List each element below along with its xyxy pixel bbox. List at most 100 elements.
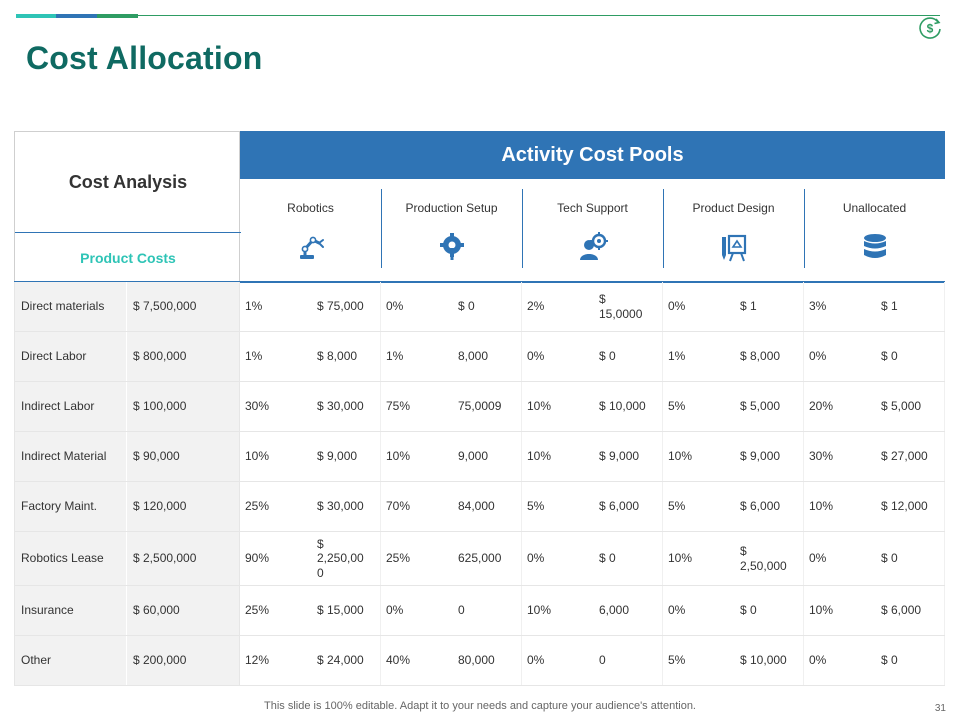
tech-support-percent: 10% — [527, 449, 552, 464]
pool-label: Robotics — [287, 201, 334, 215]
production-setup-percent: 0% — [386, 603, 404, 618]
row-total: $ 200,000 — [127, 636, 240, 685]
tech-support-percent: 5% — [527, 499, 545, 514]
product-design-amount: $ 8,000 — [734, 332, 804, 381]
robotics-amount: $ 75,000 — [311, 282, 381, 331]
unallocated-percent: 0% — [809, 653, 827, 668]
production-setup-amount: 9,000 — [452, 432, 522, 481]
gear-setup-icon — [439, 233, 464, 260]
product-design-percent: 10% — [668, 551, 693, 566]
tech-support-percent: 10% — [527, 399, 552, 414]
table-row: Factory Maint. $ 120,000 25% $ 30,000 70… — [14, 482, 945, 532]
production-setup-amount: 80,000 — [452, 636, 522, 685]
tech-support-amount: $ 9,000 — [593, 432, 663, 481]
tech-support-amount: $ 15,0000 — [593, 282, 663, 331]
product-design-amount: $ 0 — [734, 586, 804, 635]
tech-support-percent: 10% — [527, 603, 552, 618]
production-setup-percent: 75% — [386, 399, 411, 414]
unallocated-percent: 0% — [809, 551, 827, 566]
production-setup-amount: 8,000 — [452, 332, 522, 381]
pool-header-production-setup: Production Setup — [381, 179, 522, 282]
page-number: 31 — [934, 703, 946, 714]
pool-header-robotics: Robotics — [240, 179, 381, 282]
product-design-percent: 5% — [668, 653, 686, 668]
row-total: $ 60,000 — [127, 586, 240, 635]
production-setup-percent: 0% — [386, 299, 404, 314]
unallocated-amount: $ 6,000 — [875, 586, 945, 635]
row-label: Factory Maint. — [14, 482, 127, 531]
table-row: Indirect Material $ 90,000 10% $ 9,000 1… — [14, 432, 945, 482]
unallocated-percent: 20% — [809, 399, 834, 414]
unallocated-percent: 3% — [809, 299, 827, 314]
robotics-percent: 90% — [245, 551, 270, 566]
unallocated-percent: 30% — [809, 449, 834, 464]
product-design-percent: 5% — [668, 399, 686, 414]
unallocated-amount: $ 1 — [875, 282, 945, 331]
row-total: $ 800,000 — [127, 332, 240, 381]
production-setup-percent: 10% — [386, 449, 411, 464]
robotics-percent: 25% — [245, 603, 270, 618]
cost-analysis-box: Cost Analysis Product Costs — [14, 131, 241, 282]
product-design-amount: $ 6,000 — [734, 482, 804, 531]
tech-support-amount: $ 0 — [593, 532, 663, 585]
robotics-percent: 25% — [245, 499, 270, 514]
table-row: Direct materials $ 7,500,000 1% $ 75,000… — [14, 282, 945, 332]
row-label: Direct materials — [14, 282, 127, 331]
robotics-amount: $ 8,000 — [311, 332, 381, 381]
accent-segment-green — [97, 14, 138, 18]
row-label: Insurance — [14, 586, 127, 635]
row-total: $ 100,000 — [127, 382, 240, 431]
accent-segment-blue — [56, 14, 97, 18]
logo-symbol: $ — [927, 22, 934, 36]
product-design-percent: 5% — [668, 499, 686, 514]
robotics-amount: $ 24,000 — [311, 636, 381, 685]
robotics-percent: 10% — [245, 449, 270, 464]
row-total: $ 90,000 — [127, 432, 240, 481]
production-setup-percent: 1% — [386, 349, 404, 364]
production-setup-percent: 70% — [386, 499, 411, 514]
table-row: Robotics Lease $ 2,500,000 90% $ 2,250,0… — [14, 532, 945, 586]
database-icon — [863, 234, 886, 258]
production-setup-amount: 75,0009 — [452, 382, 522, 431]
tech-support-percent: 0% — [527, 551, 545, 566]
product-design-amount: $ 9,000 — [734, 432, 804, 481]
production-setup-amount: 0 — [452, 586, 522, 635]
production-setup-amount: 84,000 — [452, 482, 522, 531]
tech-support-amount: 0 — [593, 636, 663, 685]
row-label: Indirect Material — [14, 432, 127, 481]
unallocated-amount: $ 12,000 — [875, 482, 945, 531]
product-design-amount: $ 2,50,000 — [734, 532, 804, 585]
product-design-percent: 10% — [668, 449, 693, 464]
robotics-percent: 1% — [245, 349, 263, 364]
production-setup-amount: $ 0 — [452, 282, 522, 331]
unallocated-amount: $ 5,000 — [875, 382, 945, 431]
row-label: Other — [14, 636, 127, 685]
pool-label: Unallocated — [842, 201, 907, 215]
table-row: Other $ 200,000 12% $ 24,000 40% 80,000 … — [14, 636, 945, 686]
product-design-percent: 0% — [668, 299, 686, 314]
product-design-amount: $ 5,000 — [734, 382, 804, 431]
robotics-amount: $ 9,000 — [311, 432, 381, 481]
top-rule — [138, 15, 940, 16]
tech-support-percent: 0% — [527, 653, 545, 668]
row-label: Indirect Labor — [14, 382, 127, 431]
robotics-amount: $ 2,250,00 0 — [311, 532, 381, 585]
page-title: Cost Allocation — [26, 40, 263, 76]
production-setup-percent: 25% — [386, 551, 411, 566]
tech-support-amount: $ 6,000 — [593, 482, 663, 531]
design-board-icon — [721, 234, 746, 262]
top-accent-bar — [16, 14, 138, 18]
robotics-percent: 1% — [245, 299, 263, 314]
cost-allocation-table: Cost Analysis Product Costs Activity Cos… — [14, 131, 945, 686]
unallocated-amount: $ 0 — [875, 532, 945, 585]
product-design-percent: 0% — [668, 603, 686, 618]
table-header: Cost Analysis Product Costs Activity Cos… — [14, 131, 945, 283]
robot-arm-icon — [299, 236, 324, 259]
pool-header-unallocated: Unallocated — [804, 179, 945, 282]
unallocated-amount: $ 0 — [875, 332, 945, 381]
product-design-amount: $ 10,000 — [734, 636, 804, 685]
row-total: $ 2,500,000 — [127, 532, 240, 585]
tech-support-percent: 0% — [527, 349, 545, 364]
production-setup-amount: 625,000 — [452, 532, 522, 585]
table-row: Insurance $ 60,000 25% $ 15,000 0% 0 10%… — [14, 586, 945, 636]
